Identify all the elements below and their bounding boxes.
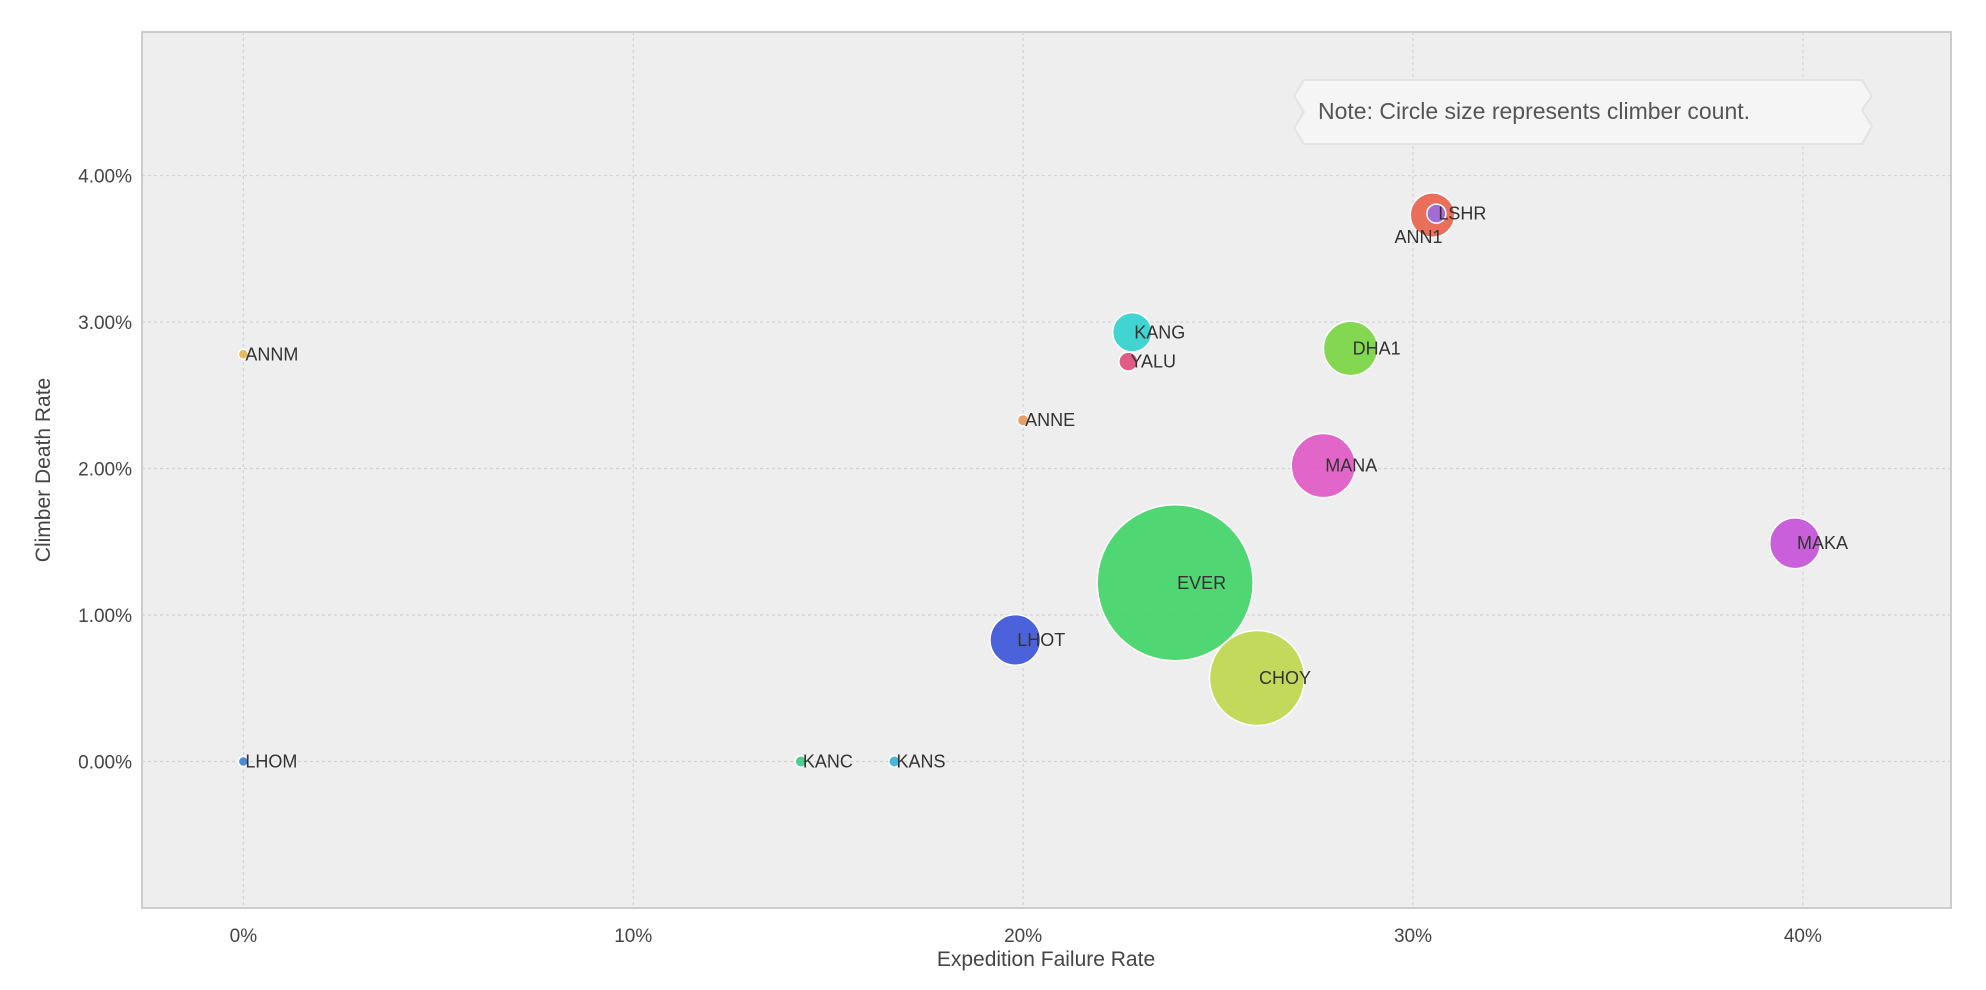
bubble-lhom [237, 755, 250, 768]
point-label-yalu: YALU [1130, 352, 1176, 372]
x-tick-label: 40% [1784, 926, 1822, 947]
bubble-lhot [989, 613, 1042, 667]
y-tick-label: 3.00% [78, 313, 132, 334]
y-tick-label: 2.00% [78, 460, 132, 481]
y-tick-label: 4.00% [78, 167, 132, 188]
point-label-annm: ANNM [245, 344, 298, 364]
bubbles [237, 192, 1822, 768]
x-tick-label: 10% [614, 926, 652, 947]
y-tick-label: 1.00% [78, 606, 132, 627]
bubble-kans [887, 755, 901, 768]
point-labels: ANNM LHOM KANC KANS ANNE LHOT KANG YALU EVER CHOY… [245, 204, 1848, 772]
bubble-yalu [1118, 351, 1139, 372]
point-label-kang: KANG [1134, 322, 1185, 342]
bubble-mana [1290, 432, 1357, 499]
bubble-kang [1111, 311, 1153, 353]
bubble-anne [1016, 413, 1030, 427]
grid-lines [142, 32, 1951, 908]
x-axis-label: Expedition Failure Rate [937, 948, 1155, 971]
point-label-ever: EVER [1177, 573, 1226, 593]
point-label-kans: KANS [896, 752, 945, 772]
y-tick-label: 0.00% [78, 753, 132, 774]
point-label-maka: MAKA [1797, 533, 1848, 553]
note-box: Note: Circle size represents climber cou… [1292, 79, 1874, 145]
bubble-choy [1208, 629, 1306, 727]
note-text: Note: Circle size represents climber cou… [1318, 98, 1750, 124]
bubble-kanc [794, 755, 808, 768]
bubble-maka [1768, 517, 1822, 570]
point-label-lhot: LHOT [1017, 630, 1065, 650]
x-tick-label: 30% [1394, 926, 1432, 947]
point-label-lhom: LHOM [245, 752, 297, 772]
bubble-ever [1096, 504, 1254, 662]
y-axis-ticks: 0.00% 1.00% 2.00% 3.00% 4.00% [78, 167, 132, 774]
bubble-lshr [1426, 203, 1447, 224]
bubble-dha1 [1322, 320, 1379, 377]
x-tick-label: 20% [1004, 926, 1042, 947]
x-axis-ticks: 0% 10% 20% 30% 40% [230, 926, 1822, 947]
bubble-annm [237, 348, 250, 361]
y-axis-label: Climber Death Rate [32, 378, 55, 562]
point-label-kanc: KANC [803, 752, 853, 772]
point-label-dha1: DHA1 [1353, 338, 1401, 358]
point-label-mana: MANA [1325, 456, 1377, 476]
point-label-choy: CHOY [1259, 668, 1311, 688]
plot-area [141, 31, 1952, 909]
point-label-ann1: ANN1 [1394, 227, 1442, 247]
x-tick-label: 0% [230, 926, 258, 947]
point-label-lshr: LSHR [1438, 204, 1486, 224]
point-label-anne: ANNE [1025, 410, 1075, 430]
